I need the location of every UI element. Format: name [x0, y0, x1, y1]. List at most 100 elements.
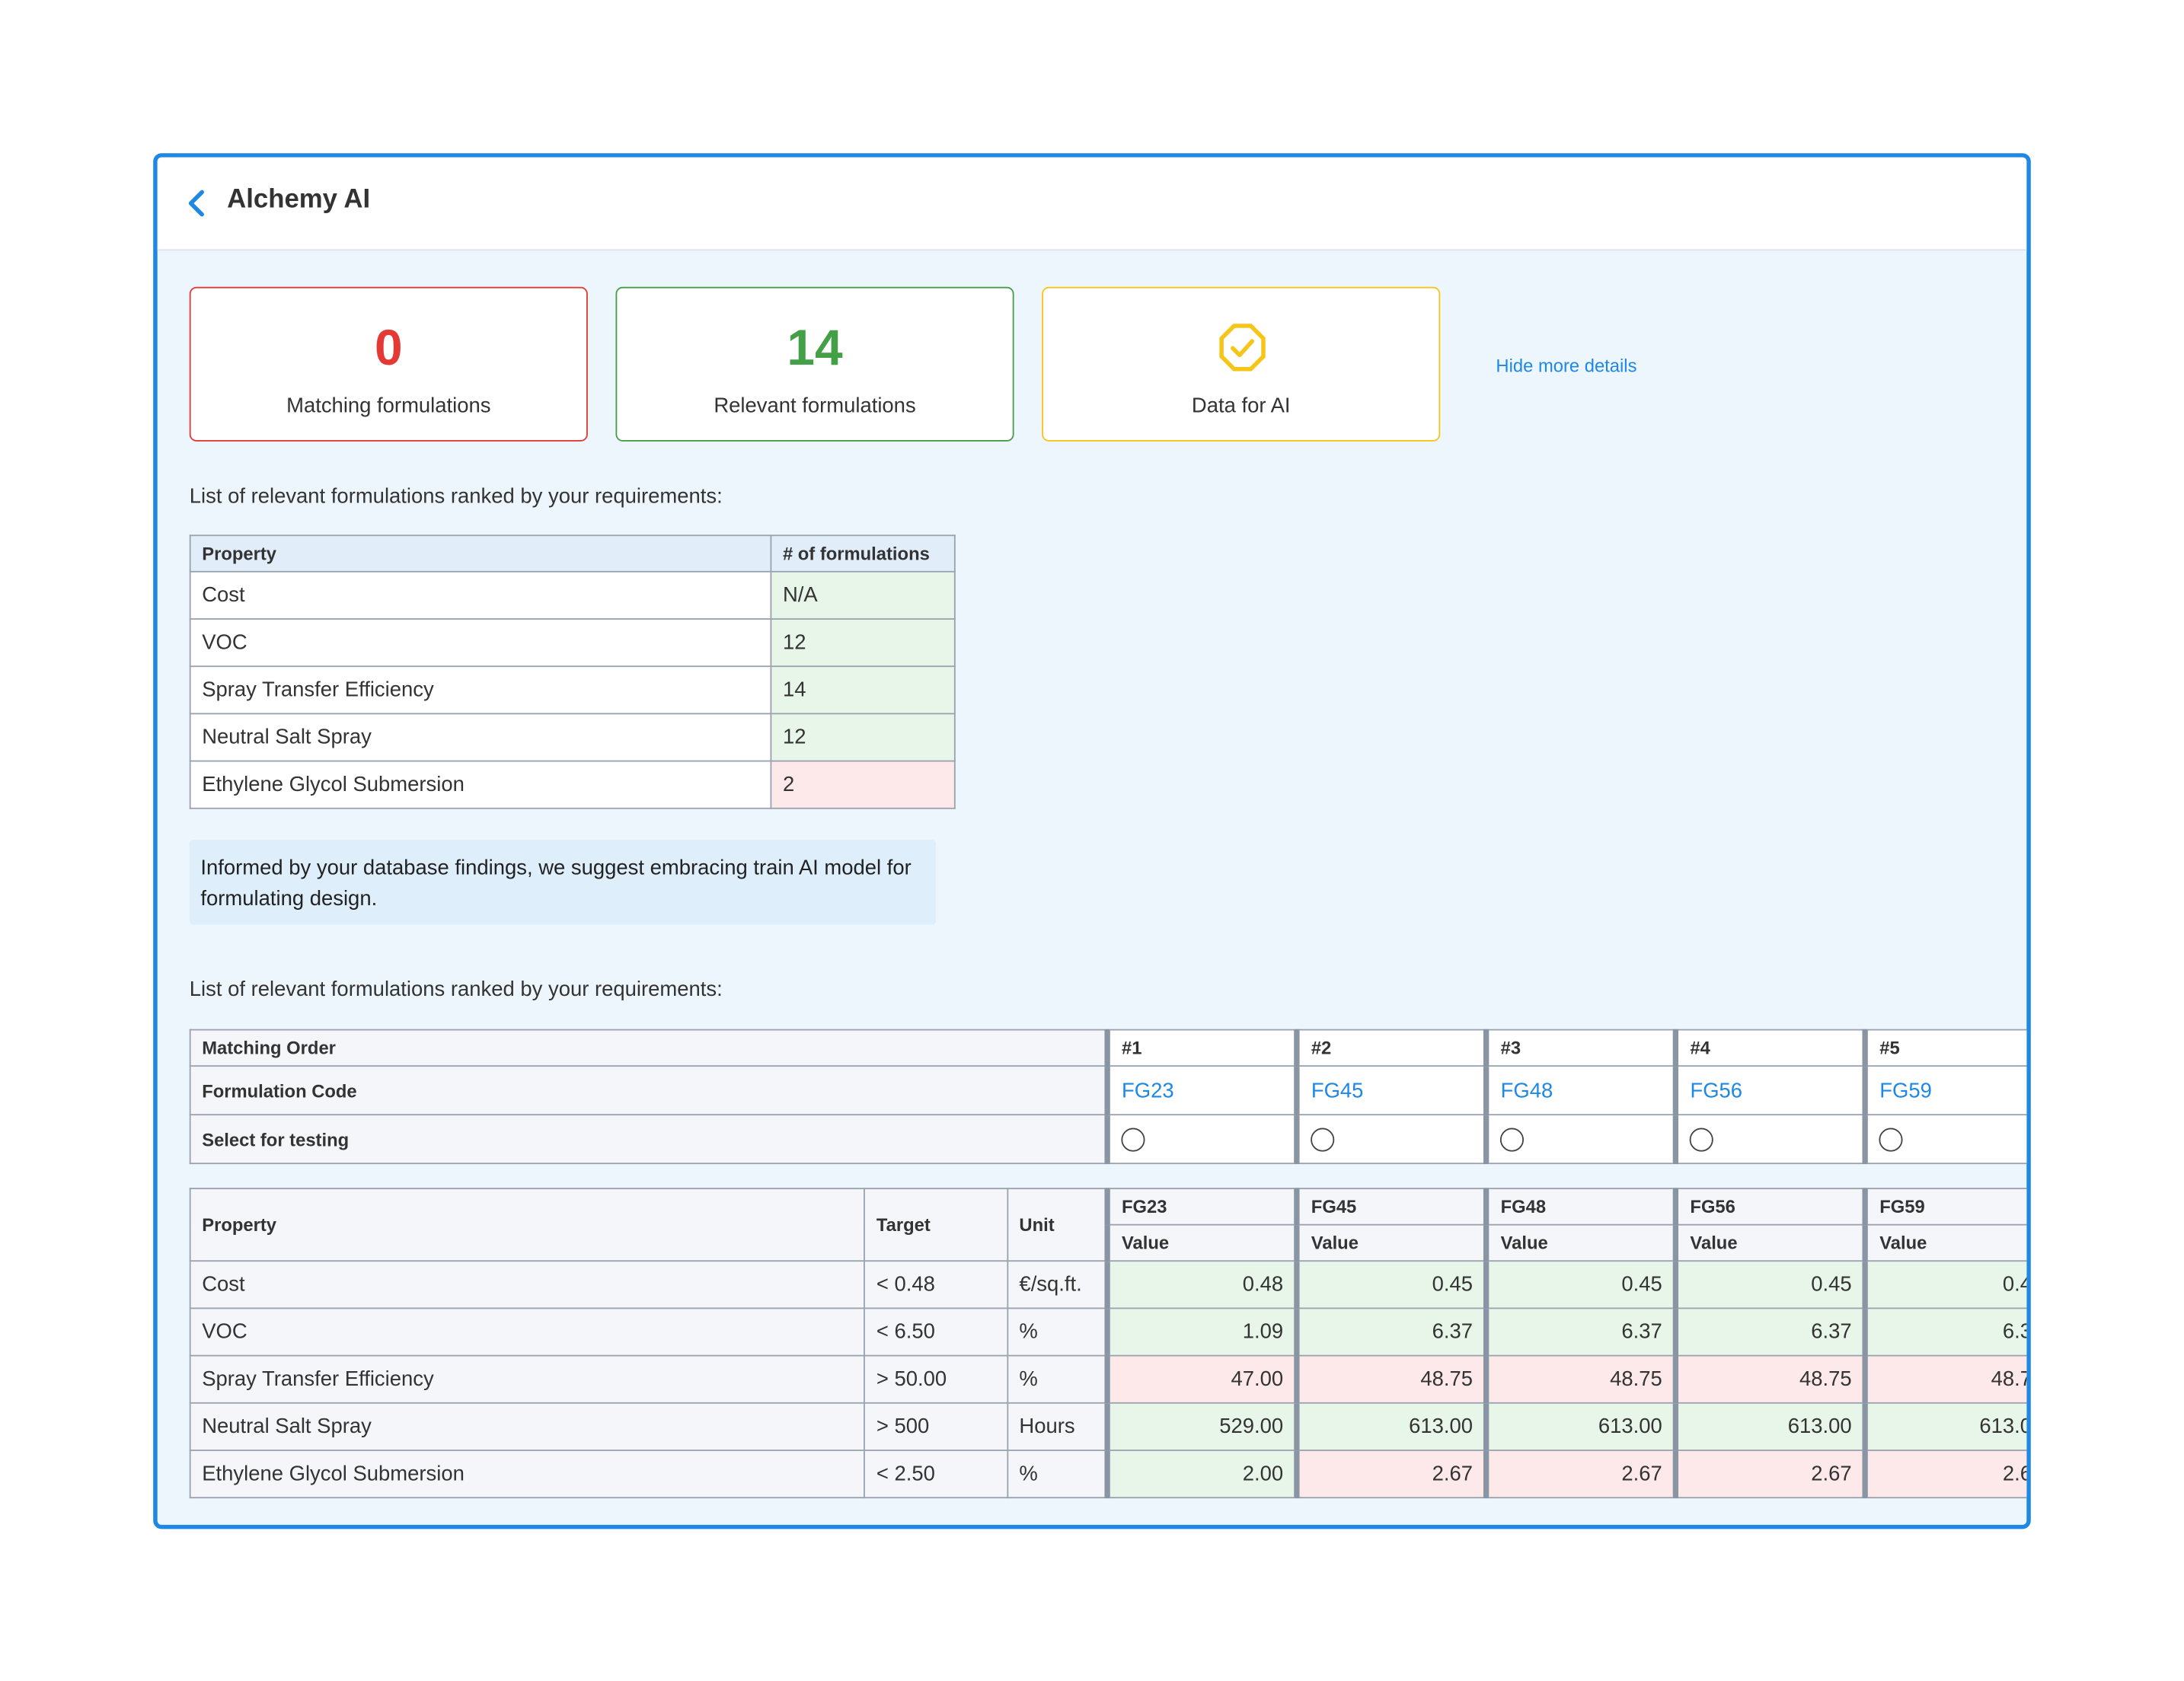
value: 6.37	[1863, 1307, 2027, 1357]
property: Spray Transfer Efficiency	[189, 1354, 866, 1404]
stat-value: 14	[787, 318, 843, 376]
header-row: Value Value Value Value Value	[190, 1223, 2027, 1262]
property: Ethylene Glycol Submersion	[189, 1450, 866, 1499]
target: > 50.00	[864, 1354, 1008, 1404]
section-heading: List of relevant formulations ranked by …	[189, 978, 723, 1002]
stat-card: 0 Matching formulations	[189, 286, 588, 442]
target: < 0.48	[864, 1260, 1008, 1309]
select-cell	[1483, 1114, 1678, 1165]
row: Formulation Code FG23 FG45 FG48 FG56 FG59	[189, 1065, 2027, 1116]
suggestion-note: Informed by your database findings, we s…	[189, 839, 937, 925]
stat-label: Data for AI	[1191, 394, 1291, 418]
value: 48.75	[1294, 1354, 1488, 1404]
back-button[interactable]	[185, 188, 207, 218]
row: Cost N/A	[189, 570, 956, 620]
select-cell	[1294, 1114, 1488, 1165]
target: < 2.50	[864, 1450, 1008, 1499]
value: 48.75	[1483, 1354, 1678, 1404]
unit: €/sq.ft.	[1006, 1260, 1109, 1309]
formulation-code[interactable]: FG59	[1879, 1078, 1932, 1102]
value: 613.00	[1483, 1402, 1678, 1451]
order: #4	[1673, 1029, 1866, 1067]
count: N/A	[770, 570, 956, 620]
stat-card: Data for AI	[1042, 286, 1441, 442]
radio-button[interactable]	[1690, 1128, 1714, 1152]
unit: %	[1006, 1307, 1109, 1357]
unit: Hours	[1006, 1402, 1109, 1451]
radio-button[interactable]	[1122, 1128, 1146, 1152]
value: 0.45	[1483, 1260, 1678, 1309]
row: Neutral Salt Spray > 500 Hours 529.00 613.00…	[189, 1402, 2027, 1451]
code-cell: FG56	[1673, 1065, 1866, 1116]
column-header: Unit	[1006, 1188, 1109, 1262]
value: 0.45	[1294, 1260, 1488, 1309]
properties-table: Property Target Unit FG23 FG45 FG48 FG56 FG59 Va…	[189, 1188, 2027, 1499]
column-header: Property	[189, 534, 772, 573]
value: 2.67	[1294, 1450, 1488, 1499]
code-cell: FG48	[1483, 1065, 1678, 1116]
row-label: Formulation Code	[189, 1065, 1109, 1116]
formulation-code[interactable]: FG48	[1500, 1078, 1553, 1102]
row: Spray Transfer Efficiency 14	[189, 665, 956, 715]
app-title: Alchemy AI	[227, 185, 371, 215]
value-header: Value	[1294, 1223, 1488, 1262]
value-header: Value	[1673, 1223, 1866, 1262]
radio-button[interactable]	[1311, 1128, 1335, 1152]
count: 2	[770, 760, 956, 809]
radio-button[interactable]	[1500, 1128, 1525, 1152]
unit: %	[1006, 1450, 1109, 1499]
row: VOC 12	[189, 618, 956, 668]
code-cell: FG45	[1294, 1065, 1488, 1116]
value: 613.00	[1294, 1402, 1488, 1451]
stat-card: 14 Relevant formulations	[615, 286, 1014, 442]
summary-table: Property # of formulations Cost N/A VOC 12 Spr…	[189, 534, 956, 809]
value: 48.75	[1863, 1354, 2027, 1404]
select-cell	[1863, 1114, 2027, 1165]
value-header: Value	[1105, 1223, 1298, 1262]
header: Alchemy AI	[157, 157, 2027, 251]
unit: %	[1006, 1354, 1109, 1404]
value: 0.45	[1863, 1260, 2027, 1309]
target: < 6.50	[864, 1307, 1008, 1357]
column-header: Property	[189, 1188, 866, 1262]
radio-button[interactable]	[1879, 1128, 1904, 1152]
select-cell	[1673, 1114, 1866, 1165]
stat-value: 0	[374, 318, 403, 376]
row-label: Matching Order	[189, 1029, 1109, 1067]
stat-label: Matching formulations	[286, 394, 491, 418]
property: Ethylene Glycol Submersion	[189, 760, 772, 809]
value: 6.37	[1673, 1307, 1866, 1357]
formulation-code[interactable]: FG45	[1311, 1078, 1364, 1102]
count: 12	[770, 713, 956, 762]
value: 2.67	[1673, 1450, 1866, 1499]
value: 0.45	[1673, 1260, 1866, 1309]
value: 613.00	[1673, 1402, 1866, 1451]
code-cell: FG23	[1105, 1065, 1298, 1116]
column-header: Target	[864, 1188, 1008, 1262]
value: 0.48	[1105, 1260, 1298, 1309]
value-header: Value	[1483, 1223, 1678, 1262]
row-label: Select for testing	[189, 1114, 1109, 1165]
app-window: Alchemy AI 0 Matching formulations 14 Relev…	[153, 153, 2031, 1529]
section-heading: List of relevant formulations ranked by …	[189, 484, 723, 509]
formulation-code[interactable]: FG56	[1690, 1078, 1743, 1102]
hide-details-link[interactable]: Hide more details	[1496, 355, 1637, 376]
formulation-code[interactable]: FG23	[1122, 1078, 1174, 1102]
target: > 500	[864, 1402, 1008, 1451]
code-header: FG48	[1483, 1188, 1678, 1226]
value: 47.00	[1105, 1354, 1298, 1404]
value: 529.00	[1105, 1402, 1298, 1451]
row: VOC< 6.50%1.096.376.376.376.37	[189, 1307, 2027, 1357]
row: Cost< 0.48€/sq.ft.0.480.450.450.450.45	[189, 1260, 2027, 1309]
row: Neutral Salt Spray 12	[189, 713, 956, 762]
code-cell: FG59	[1863, 1065, 2027, 1116]
select-cell	[1105, 1114, 1298, 1165]
property: Cost	[189, 1260, 866, 1309]
property: VOC	[189, 1307, 866, 1357]
stat-label: Relevant formulations	[714, 394, 916, 418]
row: Select for testing	[189, 1114, 2027, 1165]
value: 1.09	[1105, 1307, 1298, 1357]
property: Neutral Salt Spray	[189, 1402, 866, 1451]
